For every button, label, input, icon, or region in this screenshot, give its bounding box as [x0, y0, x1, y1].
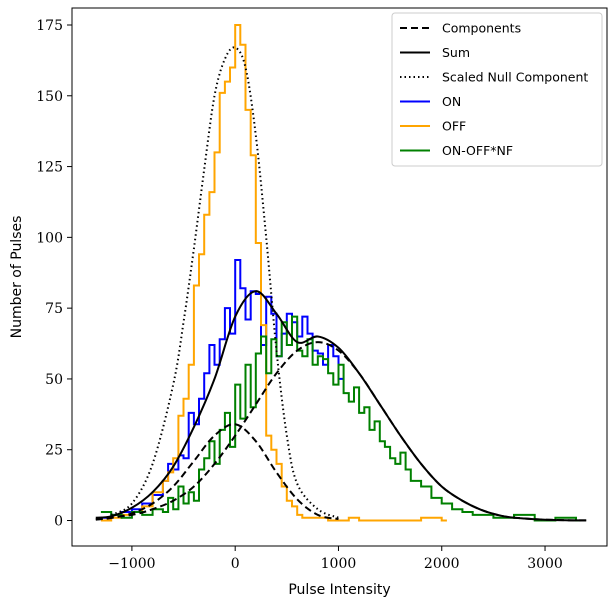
legend-label-off: OFF	[442, 119, 466, 134]
axes-frame	[71, 7, 608, 547]
y-tick-label: 75	[45, 301, 63, 317]
x-tick-label: −1000	[108, 556, 155, 572]
legend-label-scaled-null-component: Scaled Null Component	[442, 70, 588, 85]
y-tick-label: 175	[36, 18, 63, 34]
curve-scaled-null-component-3	[110, 46, 339, 519]
curve-sum-2	[95, 290, 587, 522]
legend-label-sum: Sum	[442, 45, 470, 60]
legend-label-components: Components	[442, 21, 521, 36]
x-axis-label: Pulse Intensity	[288, 582, 390, 598]
y-tick-label: 150	[36, 89, 63, 105]
x-tick-label: 3000	[527, 556, 563, 572]
ticks: −1000 0 1000 2000 3000 0 25 50 75 100 125 150 175	[36, 18, 563, 572]
histogram-on-off-nf	[100, 315, 582, 522]
y-tick-label: 50	[45, 372, 63, 388]
y-tick-label: 0	[54, 514, 63, 530]
y-tick-label: 125	[36, 160, 63, 176]
curve-components-1	[95, 341, 587, 522]
x-tick-label: 1000	[321, 556, 357, 572]
x-tick-label: 0	[231, 556, 240, 572]
legend-label-on: ON	[442, 94, 461, 109]
y-tick-label: 25	[45, 443, 63, 459]
plot-area	[95, 24, 587, 522]
legend: Components Sum Scaled Null Component ON OFF O…	[391, 12, 603, 167]
y-axis-label: Number of Pulses	[9, 216, 25, 339]
histogram-on	[100, 259, 344, 519]
y-tick-label: 100	[36, 230, 63, 246]
legend-box	[391, 12, 603, 167]
legend-label-on-off-nf: ON-OFF*NF	[442, 143, 513, 158]
x-tick-label: 2000	[424, 556, 460, 572]
curve-components-0	[95, 423, 339, 521]
